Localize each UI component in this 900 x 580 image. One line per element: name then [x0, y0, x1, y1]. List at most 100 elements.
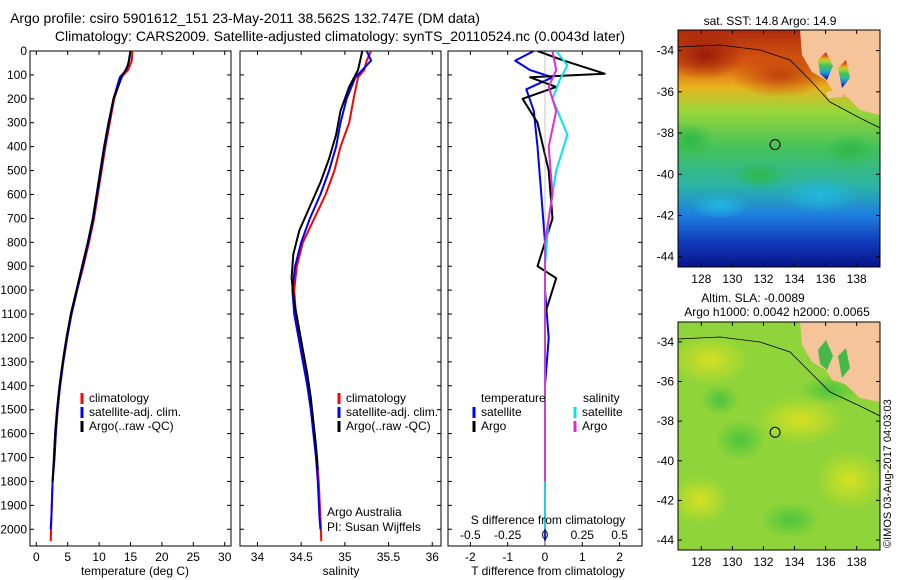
sla-map-y-ticks: -34 -36 -38 -40 -42 -44 — [657, 335, 880, 547]
sst-kangaroo-island — [826, 90, 843, 98]
sla-map-x-ticks: 128 130 132 134 136 138 — [691, 322, 867, 569]
top-tick-label: 0.25 — [571, 528, 595, 542]
temperature-x-ticks: 0 5 10 15 20 25 30 — [33, 51, 232, 564]
y-tick-label: 1500 — [0, 403, 27, 417]
x-tick-label: 132 — [753, 555, 773, 569]
y-tick-label: -36 — [657, 374, 675, 388]
y-tick-label: 2000 — [0, 522, 27, 536]
temperature-xlabel: temperature (deg C) — [81, 564, 189, 578]
series-line — [291, 51, 373, 530]
top-tick-label: -0.5 — [460, 528, 481, 542]
top-tick-label: 0.5 — [611, 528, 628, 542]
y-tick-label: 900 — [7, 259, 27, 273]
sla-map-title-line1: Altim. SLA: -0.0089 — [701, 291, 805, 305]
y-tick-label: 400 — [7, 140, 27, 154]
sla-blob — [760, 502, 820, 538]
y-tick-label: 1800 — [0, 474, 27, 488]
y-tick-label: 500 — [7, 164, 27, 178]
x-tick-label: 5 — [64, 550, 71, 564]
x-tick-label: 1 — [579, 550, 586, 564]
x-tick-label: 132 — [753, 272, 773, 286]
sst-map-panel: sat. SST: 14.8 Argo: 14.9 -34 -36 -38 -40 -4… — [657, 14, 881, 286]
difference-y-ticks — [448, 50, 642, 530]
x-tick-label: 0 — [542, 550, 549, 564]
x-tick-label: 136 — [816, 272, 836, 286]
x-tick-label: -2 — [465, 550, 476, 564]
argo-position-marker — [769, 139, 781, 151]
sst-map-title: sat. SST: 14.8 Argo: 14.9 — [704, 14, 837, 28]
y-tick-label: -34 — [657, 44, 675, 58]
figure-title-line2: Climatology: CARS2009. Satellite-adjuste… — [55, 28, 625, 44]
y-tick-label: 0 — [20, 44, 27, 58]
y-tick-label: -42 — [657, 208, 675, 222]
x-tick-label: 128 — [691, 555, 711, 569]
y-tick-label: -40 — [657, 167, 675, 181]
y-tick-label: 1900 — [0, 498, 27, 512]
y-tick-label: 1600 — [0, 427, 27, 441]
y-tick-label: 600 — [7, 187, 27, 201]
sst-field — [678, 30, 880, 267]
salinity-y-ticks — [240, 50, 441, 530]
sst-blob — [825, 134, 875, 166]
x-tick-label: 128 — [691, 272, 711, 286]
salinity-panel: 34 34.5 35 35.5 36 salinity climatologysatel… — [239, 50, 442, 578]
difference-x-ticks: -2 -1 0 1 2 — [465, 51, 623, 564]
legend-heading: temperature — [481, 391, 546, 405]
x-tick-label: 36 — [426, 550, 440, 564]
difference-panel: -2 -1 0 1 2 S difference from climatology -0… — [447, 50, 643, 578]
x-tick-label: 10 — [92, 550, 106, 564]
sla-blob — [678, 475, 730, 525]
sla-shelf-contour — [678, 336, 880, 417]
series-line — [51, 51, 132, 482]
y-tick-label: -34 — [657, 335, 675, 349]
legend-label: climatology — [346, 391, 406, 405]
temperature-panel: 0100200300400500600700800900100011001200… — [0, 44, 231, 578]
x-tick-label: -1 — [502, 550, 513, 564]
legend-label: satellite — [481, 405, 522, 419]
sla-field — [678, 322, 880, 550]
legend-label: Argo — [582, 419, 608, 433]
sst-land-gulf — [818, 52, 833, 80]
sst-blob — [730, 161, 790, 189]
sst-map-y-ticks: -34 -36 -38 -40 -42 -44 — [657, 44, 880, 264]
y-tick-label: -38 — [657, 126, 675, 140]
y-tick-label: 1200 — [0, 331, 27, 345]
y-tick-label: 100 — [7, 68, 27, 82]
y-tick-label: 1100 — [1, 307, 27, 321]
sla-blob — [700, 385, 740, 415]
sst-map-frame — [677, 29, 881, 268]
imos-timestamp: ©IMOS 03-Aug-2017 04:03:03 — [882, 399, 894, 548]
x-tick-label: 25 — [187, 550, 201, 564]
y-tick-label: 200 — [7, 92, 27, 106]
legend-label: satellite-adj. clim. — [346, 405, 438, 419]
y-tick-label: 800 — [7, 235, 27, 249]
salinity-axes-frame — [239, 50, 442, 547]
sla-blob — [715, 420, 765, 460]
x-tick-label: 34 — [251, 550, 265, 564]
salinity-xlabel: salinity — [323, 564, 360, 578]
x-tick-label: 134 — [785, 272, 805, 286]
legend-label: climatology — [89, 391, 149, 405]
sla-blob — [755, 395, 845, 445]
y-tick-label: 1300 — [0, 355, 27, 369]
x-tick-label: 35 — [338, 550, 352, 564]
series-line — [290, 51, 364, 470]
x-tick-label: 130 — [722, 555, 742, 569]
sst-blob — [780, 177, 860, 213]
legend-label: Argo — [481, 419, 507, 433]
salinity-series — [290, 51, 373, 542]
y-tick-label: -38 — [657, 414, 675, 428]
argo-australia-label: Argo Australia — [327, 505, 402, 519]
sst-blob — [678, 30, 745, 80]
pi-label: PI: Susan Wijffels — [327, 520, 421, 534]
sla-map-frame — [677, 321, 881, 551]
sst-blob — [678, 122, 715, 158]
y-tick-label: 300 — [7, 116, 27, 130]
sla-gulf — [818, 340, 833, 370]
sst-blob — [730, 53, 830, 97]
temperature-series — [49, 51, 134, 542]
top-tick-label: 0 — [542, 528, 549, 542]
y-tick-label: 1000 — [0, 283, 27, 297]
